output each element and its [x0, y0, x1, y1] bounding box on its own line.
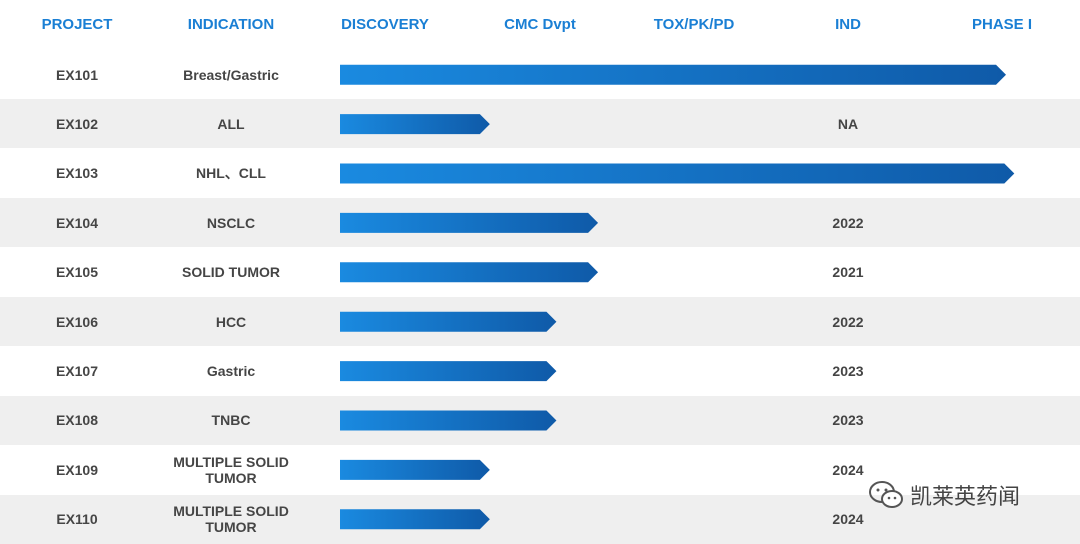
wechat-icon: [869, 481, 903, 508]
ind-year-label: 2023: [832, 412, 864, 429]
indication-cell: SOLID TUMOR: [182, 264, 280, 281]
watermark: 凯莱英药闻: [868, 480, 1020, 510]
project-cell: EX107: [55, 362, 99, 379]
project-cell: EX103: [55, 165, 99, 182]
ind-year-label: 2024: [832, 511, 864, 528]
progress-bar-ex102: [340, 114, 490, 135]
watermark-text: 凯莱英药闻: [910, 485, 1021, 510]
progress-bar-ex105: [340, 262, 599, 283]
header-cmc-dvpt: CMC Dvpt: [504, 16, 576, 33]
indication-cell: NHL、CLL: [196, 165, 266, 182]
indication-cell: HCC: [215, 313, 247, 330]
ind-year-label: 2024: [832, 461, 864, 478]
table-row: EX101 Breast/Gastric: [0, 50, 1080, 99]
ind-year-label: 2023: [832, 362, 864, 379]
ind-year-label: NA: [837, 115, 859, 132]
ind-year-label: 2022: [832, 214, 864, 231]
project-cell: EX104: [55, 214, 99, 231]
ind-year-label: 2022: [832, 313, 864, 330]
indication-cell: TNBC: [211, 412, 251, 429]
header-discovery: DISCOVERY: [341, 16, 429, 33]
header-ind: IND: [835, 16, 861, 33]
progress-bar-ex110: [340, 509, 490, 530]
progress-bar-ex108: [340, 410, 557, 431]
table-row: EX102 ALL NA: [0, 99, 1080, 149]
progress-bar-ex104: [340, 212, 599, 233]
project-cell: EX101: [55, 66, 99, 83]
progress-bar-ex101: [340, 64, 1006, 85]
project-cell: EX109: [55, 461, 99, 478]
table-row: EX104 NSCLC 2022: [0, 198, 1080, 248]
indication-cell: Breast/Gastric: [183, 66, 279, 83]
header-tox-pk-pd: TOX/PK/PD: [653, 16, 735, 33]
project-cell: EX108: [55, 412, 99, 429]
progress-bar-ex103: [340, 163, 1015, 184]
table-row: EX109 MULTIPLE SOLID TUMOR 2024: [0, 445, 1080, 494]
project-cell: EX105: [55, 264, 99, 281]
progress-bar-ex107: [340, 361, 557, 382]
header-project: PROJECT: [41, 16, 113, 33]
progress-bar-ex106: [340, 311, 557, 332]
project-cell: EX106: [55, 313, 99, 330]
table-row: EX103 NHL、CLL: [0, 149, 1080, 198]
table-row: EX105 SOLID TUMOR 2021: [0, 248, 1080, 297]
header-phase-i: PHASE I: [971, 16, 1033, 33]
progress-bar-ex109: [340, 459, 490, 480]
indication-cell: NSCLC: [206, 214, 256, 231]
project-cell: EX102: [55, 115, 99, 132]
indication-cell: MULTIPLE SOLID TUMOR: [173, 453, 289, 486]
indication-cell: MULTIPLE SOLID TUMOR: [173, 503, 289, 536]
indication-cell: Gastric: [206, 362, 256, 379]
project-cell: EX110: [56, 511, 98, 528]
table-row: EX107 Gastric 2023: [0, 346, 1080, 395]
ind-year-label: 2021: [832, 264, 864, 281]
indication-cell: ALL: [217, 115, 245, 132]
header-indication: INDICATION: [187, 16, 275, 33]
